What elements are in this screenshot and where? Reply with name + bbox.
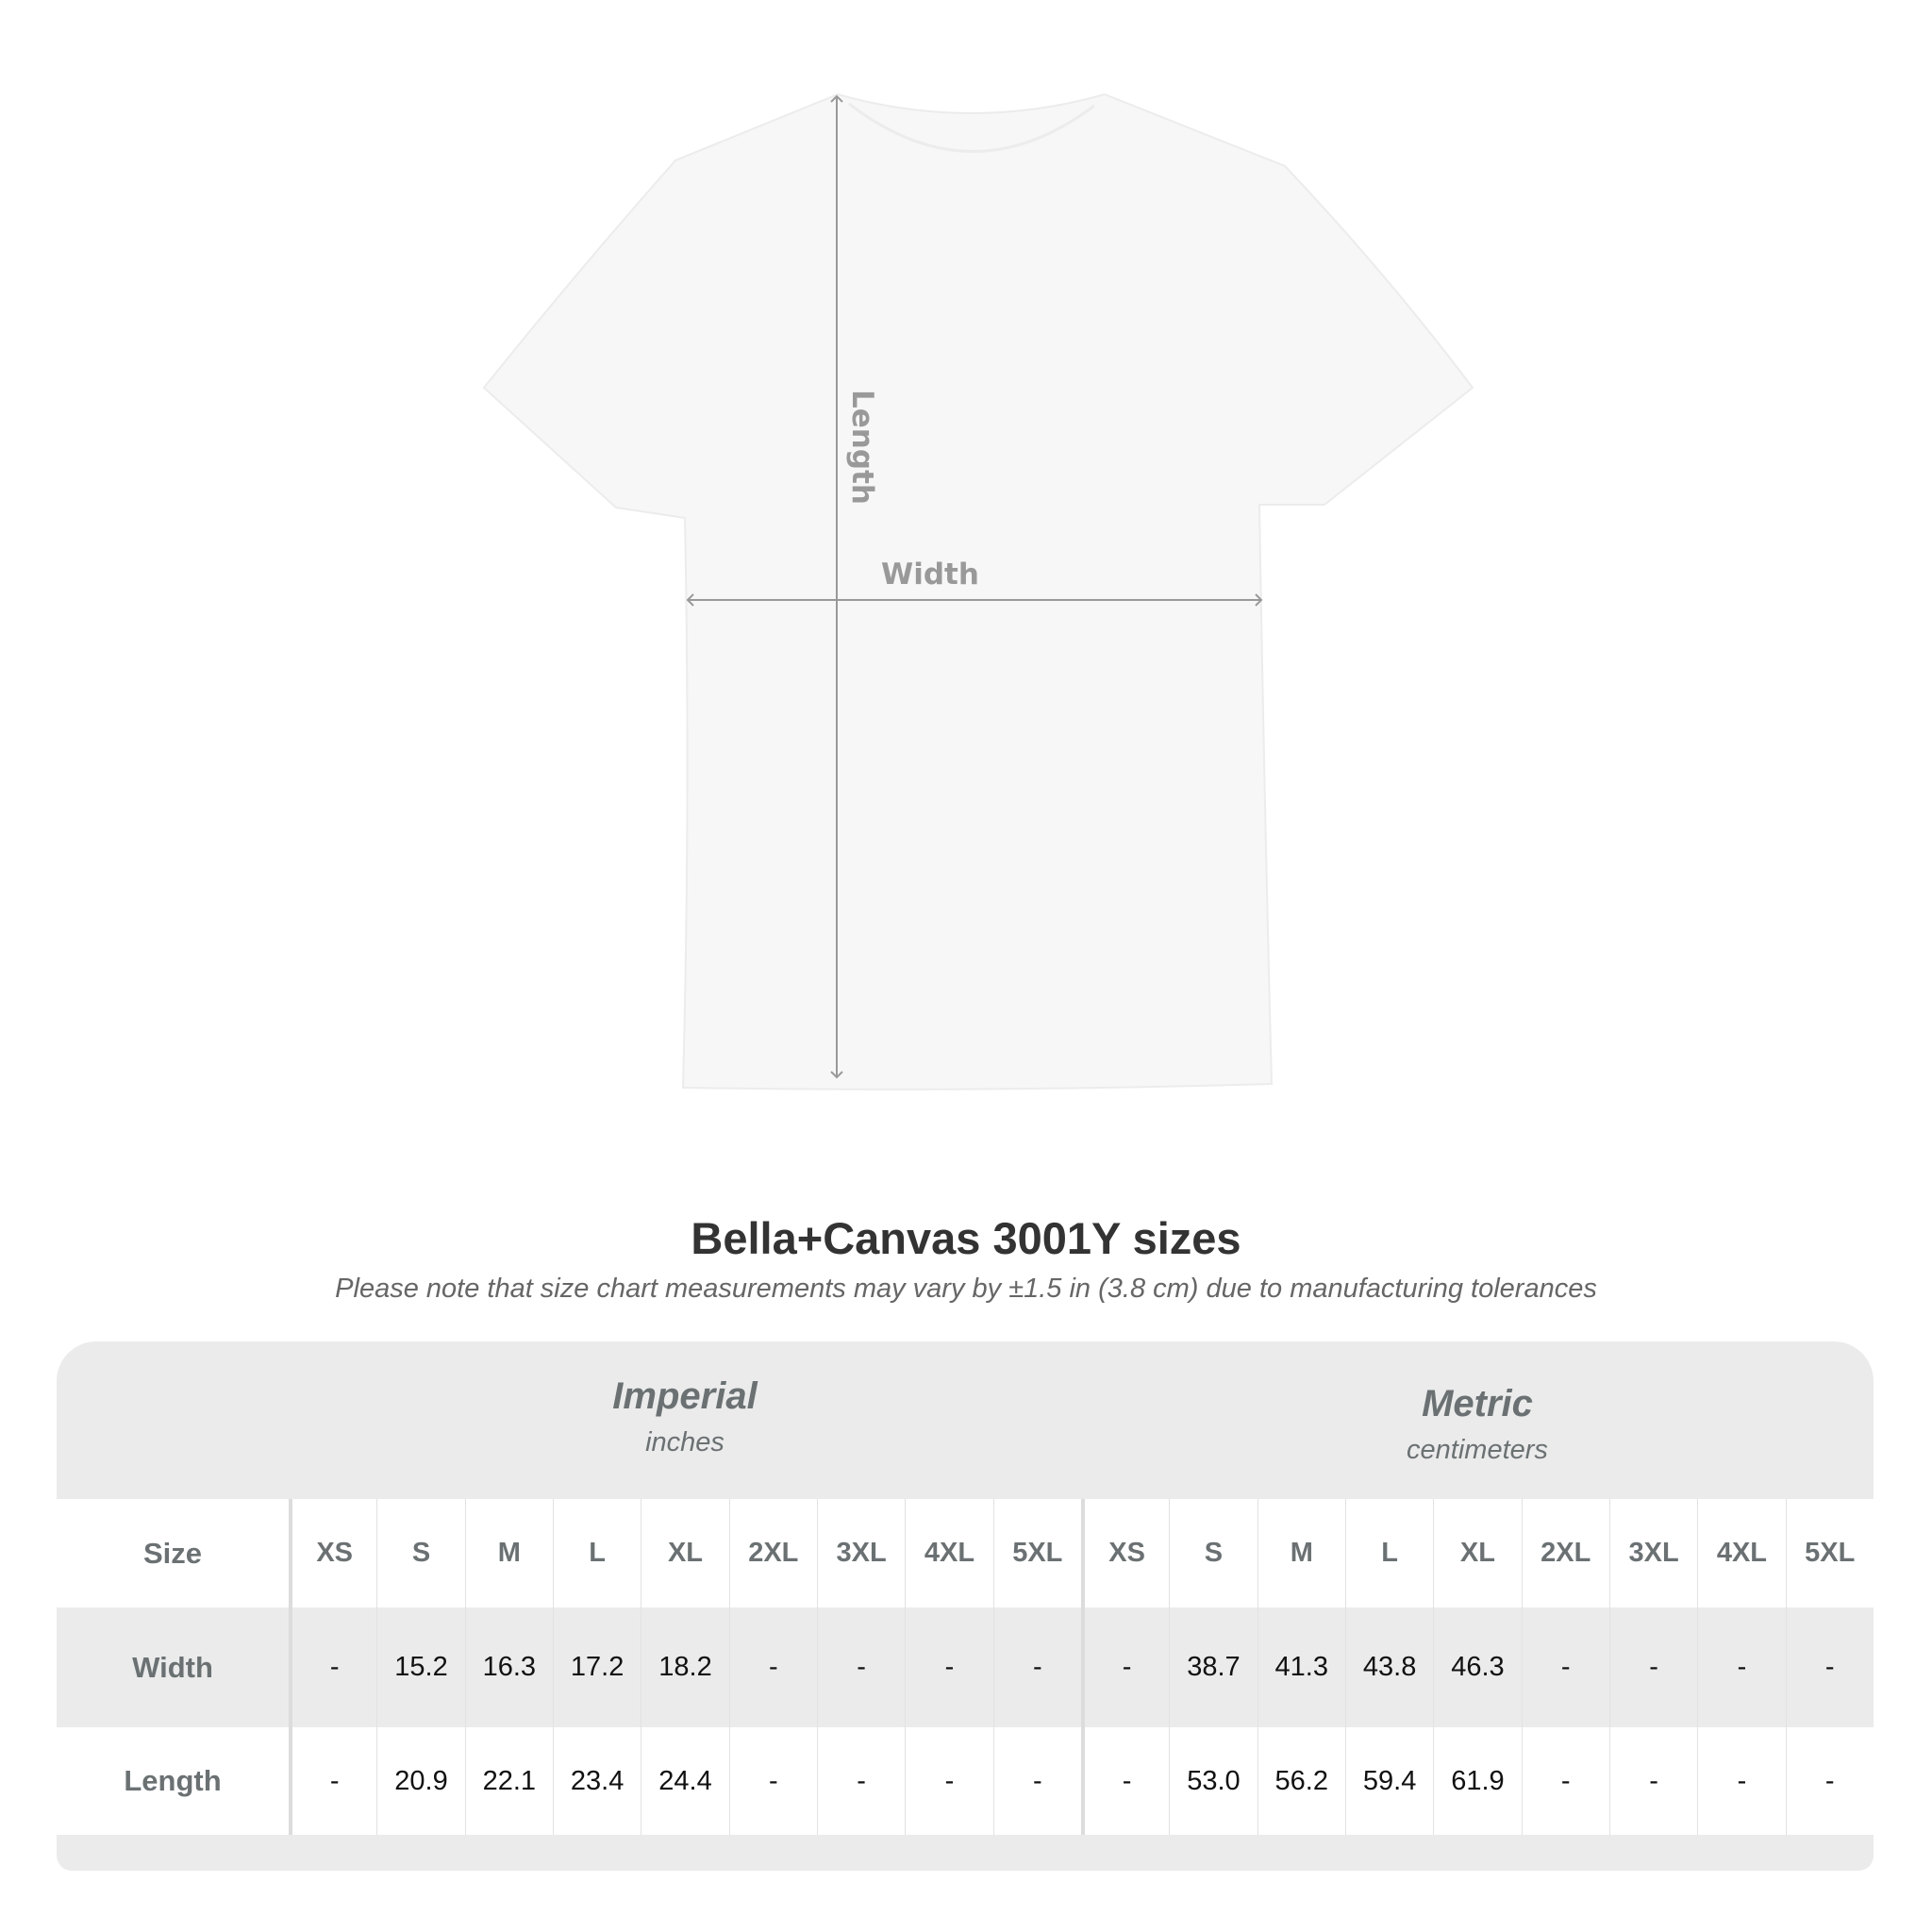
table-row-length: Length -20.9 22.1 23.4 24.4- - - - -53.0 56.2 59.4… [57, 1727, 1874, 1835]
size-header-imperial: 4XL [905, 1499, 992, 1607]
group-unit: centimeters [1407, 1435, 1548, 1465]
value-cell-imperial: 24.4 [641, 1727, 728, 1835]
table-row-width: Width -15.2 16.3 17.2 18.2- - - - -38.7 41.3 43.8 4… [57, 1607, 1874, 1727]
value-cell-imperial: - [816, 1727, 905, 1835]
value-cell-metric: 43.8 [1344, 1607, 1433, 1727]
group-header-metric: Metric centimeters [1081, 1383, 1874, 1466]
value-cell-imperial: 22.1 [464, 1727, 553, 1835]
value-cell-imperial: - [905, 1607, 992, 1727]
size-header-imperial: XL [641, 1499, 728, 1607]
value-cell-imperial: 18.2 [641, 1607, 728, 1727]
size-header-metric: XL [1433, 1499, 1521, 1607]
tshirt-shape [482, 92, 1474, 1091]
value-cell-imperial: - [905, 1727, 992, 1835]
size-header-metric: M [1257, 1499, 1345, 1607]
group-name: Imperial [612, 1375, 758, 1417]
subtitle-note: Please note that size chart measurements… [335, 1274, 1597, 1304]
size-header-imperial: S [376, 1499, 464, 1607]
size-header-imperial: 2XL [728, 1499, 817, 1607]
size-header-metric: S [1169, 1499, 1257, 1607]
value-cell-metric: 61.9 [1433, 1727, 1521, 1835]
value-cell-metric: - [1785, 1727, 1874, 1835]
value-cell-metric: 38.7 [1169, 1607, 1257, 1727]
value-cell-metric: - [1785, 1607, 1874, 1727]
size-header-metric: 5XL [1785, 1499, 1874, 1607]
size-header-imperial: M [464, 1499, 553, 1607]
value-cell-metric: - [1080, 1607, 1169, 1727]
value-cell-metric: - [1697, 1727, 1785, 1835]
value-cell-imperial: - [992, 1727, 1081, 1835]
width-label: Width [881, 558, 979, 591]
group-name: Metric [1422, 1383, 1533, 1424]
value-cell-metric: 56.2 [1257, 1727, 1345, 1835]
tshirt-illustration [482, 92, 1474, 1091]
row-label: Width [132, 1650, 213, 1684]
value-cell-metric: - [1521, 1727, 1609, 1835]
value-cell-metric: - [1080, 1727, 1169, 1835]
value-cell-imperial: 15.2 [376, 1607, 464, 1727]
size-header-metric: XS [1080, 1499, 1169, 1607]
row-label: Size [142, 1536, 203, 1570]
value-cell-imperial: 17.2 [552, 1607, 641, 1727]
value-cell-imperial: 23.4 [552, 1727, 641, 1835]
page-title: Bella+Canvas 3001Y sizes [691, 1213, 1241, 1263]
value-cell-imperial: - [289, 1727, 376, 1835]
size-header-metric: 3XL [1608, 1499, 1697, 1607]
group-unit: inches [645, 1427, 724, 1457]
value-cell-metric: 59.4 [1344, 1727, 1433, 1835]
value-cell-metric: 46.3 [1433, 1607, 1521, 1727]
size-header-metric: 4XL [1697, 1499, 1785, 1607]
value-cell-metric: - [1521, 1607, 1609, 1727]
collar-seam [848, 102, 1095, 153]
size-header-imperial: 5XL [992, 1499, 1081, 1607]
row-label: Length [124, 1764, 222, 1797]
size-header-imperial: 3XL [816, 1499, 905, 1607]
value-cell-imperial: 20.9 [376, 1727, 464, 1835]
size-header-imperial: L [552, 1499, 641, 1607]
value-cell-metric: 41.3 [1257, 1607, 1345, 1727]
value-cell-metric: - [1608, 1607, 1697, 1727]
group-header-imperial: Imperial inches [289, 1375, 1081, 1458]
value-cell-imperial: - [728, 1727, 817, 1835]
size-header-metric: 2XL [1521, 1499, 1609, 1607]
value-cell-metric: - [1608, 1727, 1697, 1835]
size-header-metric: L [1344, 1499, 1433, 1607]
value-cell-imperial: - [816, 1607, 905, 1727]
value-cell-imperial: - [289, 1607, 376, 1727]
size-header-row: Size XS S M L XL 2XL 3XL 4XL 5XL XS S M L XL 2XL 3XL 4XL 5… [57, 1499, 1874, 1607]
size-table: Imperial inches Metric centimeters Size X… [57, 1341, 1874, 1871]
size-header-imperial: XS [289, 1499, 376, 1607]
value-cell-imperial: - [728, 1607, 817, 1727]
value-cell-imperial: 16.3 [464, 1607, 553, 1727]
value-cell-metric: - [1697, 1607, 1785, 1727]
length-label: Length [845, 390, 879, 505]
value-cell-imperial: - [992, 1607, 1081, 1727]
value-cell-metric: 53.0 [1169, 1727, 1257, 1835]
